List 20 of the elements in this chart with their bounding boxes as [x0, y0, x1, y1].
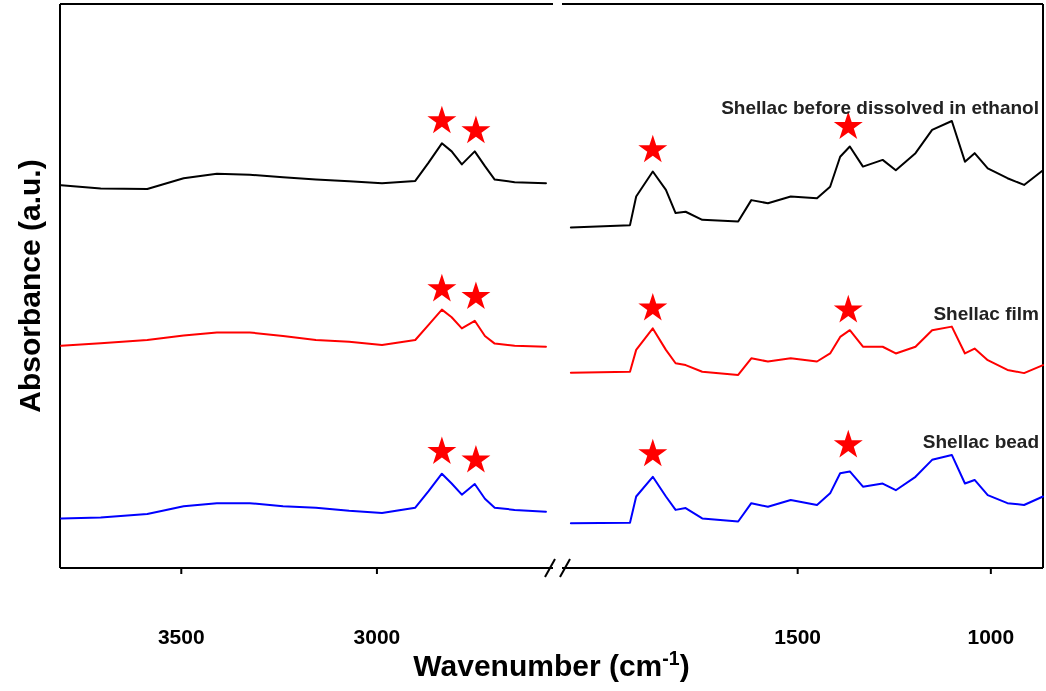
x-tick-label: 3500 — [157, 625, 205, 648]
point — [427, 273, 457, 302]
x-tick-label: 3000 — [353, 625, 401, 648]
y-axis-title: Absorbance (a.u.) — [13, 159, 46, 413]
point — [461, 281, 491, 309]
point — [427, 436, 457, 465]
point — [461, 445, 491, 473]
point — [638, 134, 668, 163]
point — [833, 429, 863, 458]
x-tick-label: 1000 — [967, 625, 1015, 648]
point — [461, 115, 491, 144]
x-tick-label: 1500 — [774, 625, 822, 648]
point — [427, 105, 457, 134]
text: Shellac before dissolved in ethanol — [721, 97, 1039, 118]
point — [638, 438, 668, 467]
series-label: Shellac film — [933, 302, 1039, 324]
series-label: Shellac bead — [922, 430, 1039, 452]
point — [638, 293, 668, 321]
x-axis-title: Wavenumber (cm$^{-1}$) — [413, 647, 690, 682]
point — [833, 294, 863, 323]
